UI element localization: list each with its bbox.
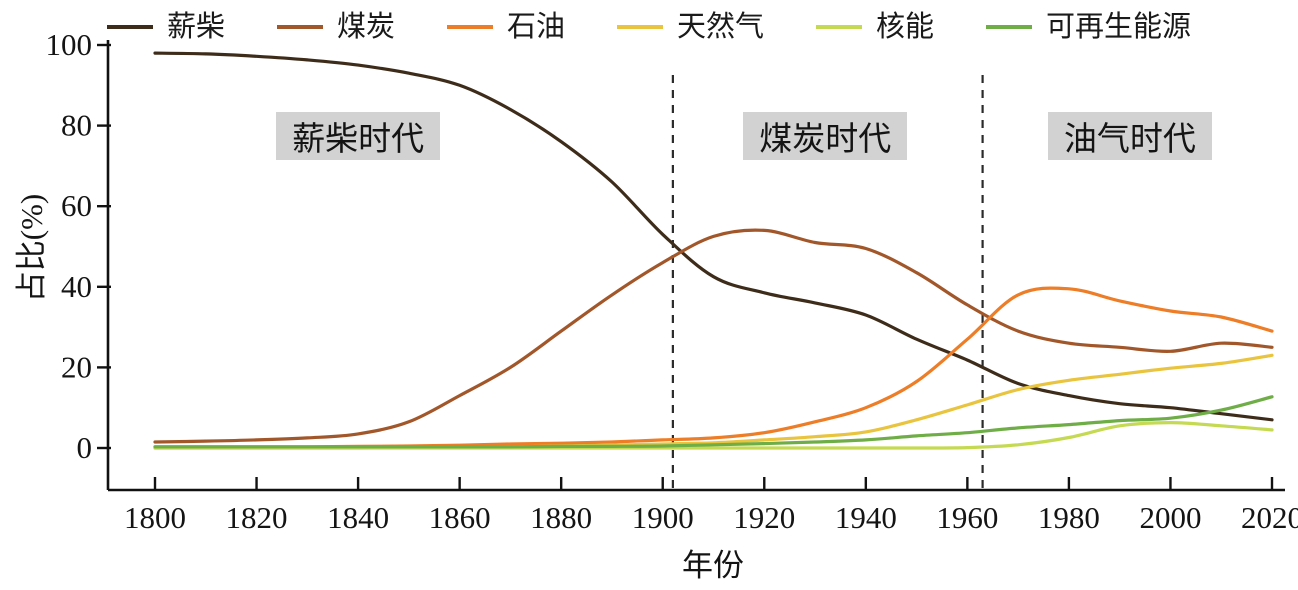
x-tick-label: 1900 bbox=[632, 500, 694, 535]
x-tick-label: 1860 bbox=[429, 500, 491, 535]
legend-label: 可再生能源 bbox=[1046, 10, 1192, 43]
legend-label: 石油 bbox=[506, 10, 565, 43]
series-line-煤炭 bbox=[153, 228, 1274, 444]
x-tick-label: 2020 bbox=[1241, 500, 1298, 535]
x-tick-label: 1880 bbox=[530, 500, 592, 535]
y-tick-label: 80 bbox=[61, 108, 92, 143]
x-tick-label: 1800 bbox=[124, 500, 186, 535]
legend-line-swatch bbox=[816, 25, 863, 29]
y-axis-title: 占比(%) bbox=[14, 193, 49, 303]
x-tick-label: 1940 bbox=[835, 500, 897, 535]
x-tick-label: 1980 bbox=[1038, 500, 1100, 535]
era-label: 油气时代 bbox=[1047, 112, 1212, 160]
era-label: 煤炭时代 bbox=[743, 112, 908, 160]
y-tick-label: 100 bbox=[46, 27, 93, 62]
x-tick-label: 1920 bbox=[733, 500, 795, 535]
legend-item: 石油 bbox=[446, 10, 565, 43]
y-tick-label: 60 bbox=[61, 188, 92, 223]
x-tick-label: 2000 bbox=[1139, 500, 1201, 535]
y-tick-label: 0 bbox=[77, 430, 93, 465]
x-tick-label: 1820 bbox=[226, 500, 288, 535]
y-tick-label: 40 bbox=[61, 269, 92, 304]
legend-line-swatch bbox=[446, 25, 493, 29]
legend-item: 天然气 bbox=[617, 10, 765, 43]
era-label: 薪柴时代 bbox=[276, 112, 441, 160]
x-axis-title: 年份 bbox=[682, 548, 744, 583]
x-tick-label: 1960 bbox=[936, 500, 998, 535]
y-tick-label: 20 bbox=[61, 349, 92, 384]
legend-label: 天然气 bbox=[677, 10, 765, 43]
legend-line-swatch bbox=[986, 25, 1033, 29]
legend-item: 核能 bbox=[816, 10, 935, 43]
series-line-可再生能源 bbox=[153, 395, 1274, 449]
legend-line-swatch bbox=[106, 25, 153, 29]
series-line-薪柴 bbox=[153, 51, 1274, 422]
legend-item: 可再生能源 bbox=[986, 10, 1192, 43]
chart-legend: 薪柴 煤炭 石油 天然气 核能 可再生能源 bbox=[0, 8, 1298, 46]
legend-label: 煤炭 bbox=[336, 10, 395, 43]
x-tick-label: 1840 bbox=[327, 500, 389, 535]
legend-label: 薪柴 bbox=[166, 10, 225, 43]
legend-line-swatch bbox=[617, 25, 663, 29]
legend-line-swatch bbox=[276, 25, 323, 29]
legend-item: 薪柴 bbox=[106, 10, 225, 43]
legend-item: 煤炭 bbox=[276, 10, 395, 43]
legend-label: 核能 bbox=[876, 10, 935, 43]
